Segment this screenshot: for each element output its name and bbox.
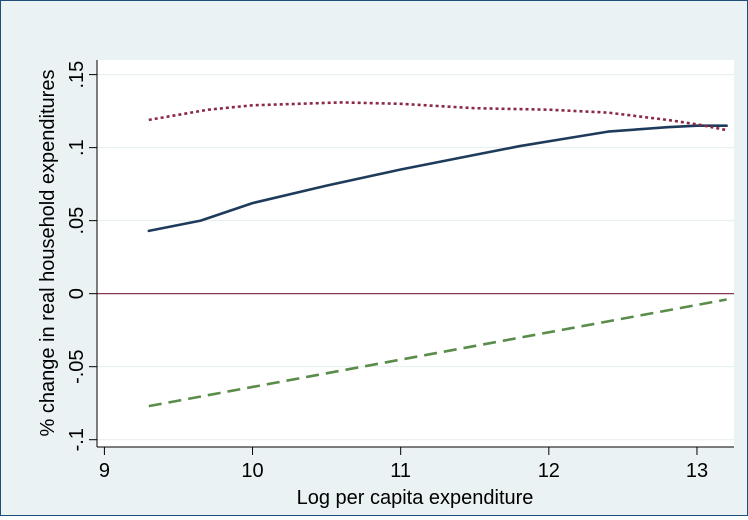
x-axis-label: Log per capita expenditure	[297, 487, 534, 509]
x-tick-label-1: 10	[241, 460, 263, 482]
series-group	[147, 101, 728, 408]
x-tick-label-0: 9	[99, 460, 110, 482]
y-tick-label-5: .15	[66, 61, 88, 89]
y-tick-label-2: 0	[66, 288, 88, 299]
series-line-dotted	[148, 101, 727, 132]
y-tick-label-4: .1	[66, 139, 88, 156]
y-tick-label-3: .05	[66, 207, 88, 235]
x-axis-ticks: 9 10 11 12 13	[99, 447, 708, 482]
series-line-solid	[147, 124, 728, 233]
x-tick-label-4: 13	[686, 460, 708, 482]
series-line-dashed	[148, 298, 727, 408]
y-axis-ticks: -.1 -.05 0 .05 .1 .15	[66, 61, 97, 451]
x-tick-label-3: 12	[538, 460, 560, 482]
y-tick-label-0: -.1	[66, 428, 88, 451]
y-axis-label: % change in real household expenditures	[37, 70, 59, 437]
plot-area	[97, 60, 734, 447]
y-tick-label-1: -.05	[66, 349, 88, 383]
x-tick-label-2: 11	[390, 460, 411, 482]
